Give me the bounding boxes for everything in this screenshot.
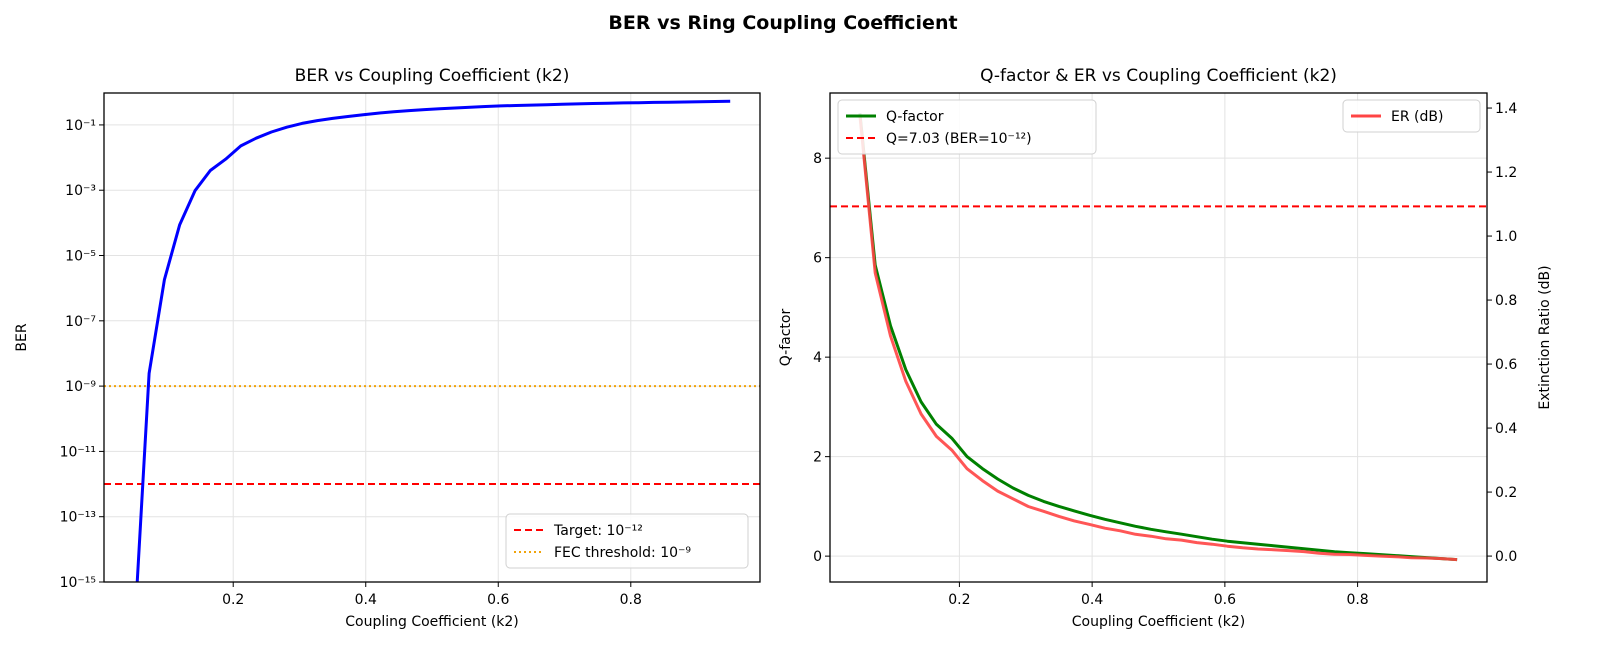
plot-title: Q-factor & ER vs Coupling Coefficient (k…	[980, 66, 1337, 86]
y-right-axis-label: Extinction Ratio (dB)	[1537, 265, 1553, 409]
x-axis-label: Coupling Coefficient (k2)	[1072, 614, 1246, 630]
x-tick-label: 0.6	[1214, 592, 1236, 608]
y-tick-label: 8	[813, 151, 822, 167]
y-tick-label: 10⁻¹¹	[60, 444, 96, 460]
legend: Target: 10⁻¹² FEC threshold: 10⁻⁹	[505, 513, 749, 569]
x-tick-label: 0.8	[620, 592, 642, 608]
y-axis-label: BER	[14, 323, 30, 351]
legend: ER (dB)	[1342, 99, 1481, 133]
plot-area	[830, 113, 1487, 562]
y-tick-label: 10⁻⁹	[65, 379, 96, 395]
figure-title: BER vs Ring Coupling Coefficient	[608, 12, 957, 34]
y-tick-label: 2	[813, 450, 822, 466]
ber-plot: 0.2 0.4 0.6 0.8 10⁻¹ 10⁻³ 10⁻⁵ 10⁻⁷ 10⁻⁹ 10⁻¹¹ 10⁻…	[14, 66, 761, 630]
y-tick-label: 6	[813, 251, 822, 267]
x-tick-label: 0.4	[1081, 592, 1103, 608]
er-db-line	[858, 115, 1458, 562]
legend-box	[837, 99, 1097, 155]
plot-title: BER vs Coupling Coefficient (k2)	[295, 66, 570, 86]
y-right-tick-label: 0.2	[1495, 485, 1517, 501]
y-tick-label: 10⁻⁷	[65, 314, 96, 330]
y-tick-label: 4	[813, 350, 822, 366]
x-axis-label: Coupling Coefficient (k2)	[345, 614, 519, 630]
axes-frame	[103, 92, 761, 583]
y-axis-label: Q-factor	[778, 309, 794, 367]
axes-frame	[829, 92, 1488, 583]
plot-area	[104, 99, 760, 582]
y-right-tick-label: 0.4	[1495, 421, 1517, 437]
y-tick-label: 10⁻³	[65, 183, 96, 199]
x-tick-label: 0.8	[1346, 592, 1368, 608]
y-tick-label: 10⁻⁵	[65, 249, 96, 265]
legend-label: FEC threshold: 10⁻⁹	[554, 545, 691, 561]
y-tick-label: 10⁻¹³	[60, 510, 96, 526]
legend: Q-factor Q=7.03 (BER=10⁻¹²)	[837, 99, 1097, 155]
y-right-tick-label: 1.4	[1495, 101, 1517, 117]
y-right-tick-label: 1.0	[1495, 229, 1517, 245]
y-tick-label: 10⁻¹⁵	[60, 575, 96, 591]
y-right-tick-label: 1.2	[1495, 165, 1517, 181]
x-tick-label: 0.2	[948, 592, 970, 608]
q-factor-line	[858, 113, 1458, 562]
ber-line	[135, 99, 731, 582]
y-right-tick-label: 0.6	[1495, 357, 1517, 373]
legend-box	[505, 513, 749, 569]
legend-label: Q=7.03 (BER=10⁻¹²)	[886, 131, 1032, 147]
x-tick-label: 0.4	[355, 592, 377, 608]
y-right-tick-label: 0.8	[1495, 293, 1517, 309]
q-er-plot: 0.2 0.4 0.6 0.8 0 2 4 6 8 0.0 0.2 0.4 0.6 0.8 1.0 1.2 1.…	[778, 66, 1553, 630]
y-right-tick-label: 0.0	[1495, 549, 1517, 565]
y-tick-label: 0	[813, 549, 822, 565]
legend-label: Target: 10⁻¹²	[553, 523, 643, 539]
legend-label: ER (dB)	[1391, 109, 1443, 125]
y-tick-label: 10⁻¹	[65, 118, 96, 134]
legend-box	[1342, 99, 1481, 133]
legend-label: Q-factor	[886, 109, 944, 125]
x-tick-label: 0.2	[222, 592, 244, 608]
x-tick-label: 0.6	[487, 592, 509, 608]
